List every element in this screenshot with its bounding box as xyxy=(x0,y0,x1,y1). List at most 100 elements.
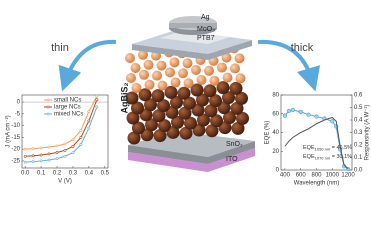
y-tick-label: 40 xyxy=(272,130,279,136)
y-tick-label: -5 xyxy=(15,111,21,117)
nanocrystal xyxy=(223,111,236,125)
nanocrystal xyxy=(229,81,243,95)
nanocrystal xyxy=(196,93,209,107)
nanocrystal xyxy=(196,75,207,85)
nanocrystal xyxy=(210,114,223,128)
arrow-label: thin xyxy=(51,42,69,54)
nanocrystal xyxy=(197,113,210,127)
x-tick-label: 0.1 xyxy=(37,171,46,177)
nanocrystal xyxy=(191,65,201,75)
annotation: EQE1050 nm = 46.5% xyxy=(303,145,352,151)
nanocrystal xyxy=(235,73,246,84)
data-point xyxy=(23,154,27,158)
ptb7-side xyxy=(132,40,252,60)
arrow-label: thick xyxy=(291,42,314,54)
layer-label: Ag xyxy=(201,14,210,21)
nanocrystal xyxy=(170,95,183,109)
nanocrystal xyxy=(234,53,245,64)
data-point xyxy=(79,128,83,132)
nanocrystal xyxy=(217,62,227,73)
series-line xyxy=(25,106,98,163)
nanocrystal xyxy=(177,86,191,100)
nanocrystal xyxy=(127,131,141,145)
nanocrystal xyxy=(157,80,168,91)
nanocrystal xyxy=(143,59,154,70)
x-tick-label: 1200 xyxy=(341,173,355,179)
annotation-part: = 30.1% xyxy=(330,154,352,160)
y2-tick-label: 0.5 xyxy=(354,105,363,111)
nanocrystal xyxy=(125,53,135,63)
data-point xyxy=(55,144,59,148)
y-tick-label: 0 xyxy=(17,100,21,106)
x-tick-label: 600 xyxy=(296,173,307,179)
nanocrystal xyxy=(235,91,248,105)
nanocrystal xyxy=(170,77,181,88)
page: {"diagram": {"left_arrow": "thin", "righ… xyxy=(5,13,371,187)
data-point xyxy=(95,98,99,102)
layer-label: PTB7 xyxy=(197,35,215,42)
data-point xyxy=(306,112,311,117)
y-axis-label: J (mA cm⁻²) xyxy=(6,115,12,147)
layer-label: ITO xyxy=(226,156,238,163)
x-tick-label: 0.3 xyxy=(69,171,78,177)
nanocrystal xyxy=(151,89,165,103)
nanocrystal xyxy=(184,116,197,130)
nanocrystal xyxy=(169,57,180,68)
ito-side xyxy=(128,148,255,172)
nanocrystal xyxy=(126,111,140,125)
nanocrystal xyxy=(130,63,141,73)
data-point xyxy=(39,146,43,150)
active-layer-label: AgBiS₂ xyxy=(119,83,129,114)
data-point xyxy=(63,142,67,146)
nanocrystal xyxy=(157,99,170,113)
annotation-part: 1070 nm xyxy=(315,156,331,161)
y-tick-label: 60 xyxy=(272,111,279,117)
nanocrystal xyxy=(131,101,144,115)
y-tick-label: 80 xyxy=(272,93,279,99)
nanocrystal xyxy=(222,72,233,83)
nanocrystal xyxy=(209,94,222,108)
y2-tick-label: 0.6 xyxy=(354,93,363,99)
data-point xyxy=(71,151,75,155)
x-tick-label: 0.0 xyxy=(21,171,30,177)
nanocrystal xyxy=(216,81,230,95)
nanocrystal xyxy=(152,109,166,123)
data-point xyxy=(23,147,27,151)
annotation-part: EQE xyxy=(303,145,315,151)
nanocrystal xyxy=(138,49,148,60)
nanocrystal xyxy=(236,111,249,125)
x-axis-label: Wavelength (nm) xyxy=(294,181,339,187)
series-line xyxy=(284,116,349,170)
data-point xyxy=(79,143,83,146)
nanocrystal xyxy=(138,88,152,102)
nanocrystal xyxy=(156,60,167,71)
nanocrystal xyxy=(222,91,235,105)
nanocrystal xyxy=(144,98,157,112)
y-tick-label: 0 xyxy=(276,168,280,174)
data-point xyxy=(31,154,35,158)
figure: Ag MoO₃ PTB7 SnO₂ ITO AgBiS₂ thin thick … xyxy=(6,14,371,187)
data-point xyxy=(23,160,27,164)
legend-label: small NCs xyxy=(54,98,81,104)
y-tick-label: -20 xyxy=(11,147,20,153)
nanocrystal xyxy=(165,67,175,78)
nanocrystal xyxy=(230,63,240,74)
data-point xyxy=(47,145,51,149)
nanocrystal xyxy=(158,119,171,133)
nanocrystal xyxy=(171,115,184,129)
annotation-part: EQE xyxy=(303,154,315,160)
layer-label: SnO₂ xyxy=(226,141,243,148)
nanocrystal xyxy=(131,83,142,93)
x-tick-label: 0.2 xyxy=(53,171,62,177)
data-point xyxy=(87,126,91,130)
nanocrystal xyxy=(132,121,145,135)
data-point xyxy=(31,160,35,164)
annotation-part: 1050 nm xyxy=(315,147,331,152)
data-point xyxy=(39,159,43,163)
nanocrystal xyxy=(179,126,193,140)
y2-tick-label: 0.1 xyxy=(354,155,363,161)
data-point xyxy=(286,108,291,114)
data-point xyxy=(71,144,75,148)
nanocrystal xyxy=(230,101,244,115)
y2-axis-label: Responsivity (A W⁻¹) xyxy=(365,105,371,161)
